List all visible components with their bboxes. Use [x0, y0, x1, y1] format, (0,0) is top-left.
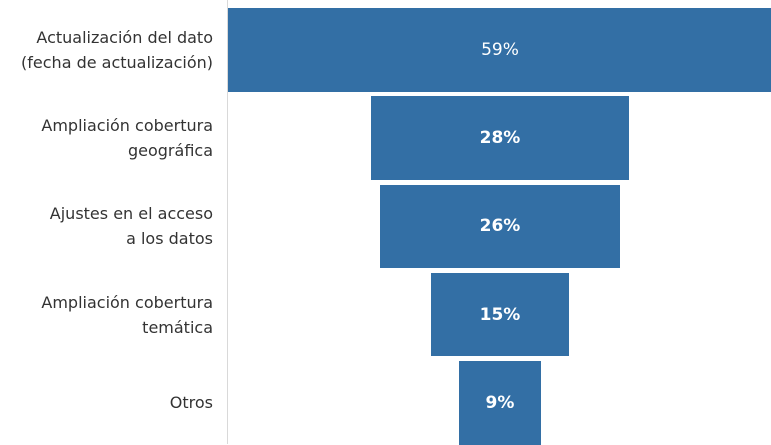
value-label: 9% [485, 392, 515, 413]
category-label: Ajustes en el acceso a los datos [49, 204, 213, 249]
funnel-bar: 26% [380, 184, 620, 269]
funnel-bar: 59% [228, 8, 771, 92]
category-label: Otros [169, 393, 213, 413]
value-label: 59% [481, 39, 519, 60]
value-label: 26% [479, 216, 521, 237]
value-label: 28% [479, 128, 521, 149]
axis-line [227, 0, 228, 444]
funnel-bar: 9% [458, 361, 542, 445]
category-label: Actualización del dato (fecha de actuali… [21, 27, 213, 72]
value-label: 15% [479, 304, 521, 325]
funnel-bar: 28% [370, 96, 630, 180]
funnel-bar: 15% [430, 272, 570, 357]
category-label: Ampliación cobertura temática [41, 292, 213, 337]
category-label: Ampliación cobertura geográfica [41, 116, 213, 161]
